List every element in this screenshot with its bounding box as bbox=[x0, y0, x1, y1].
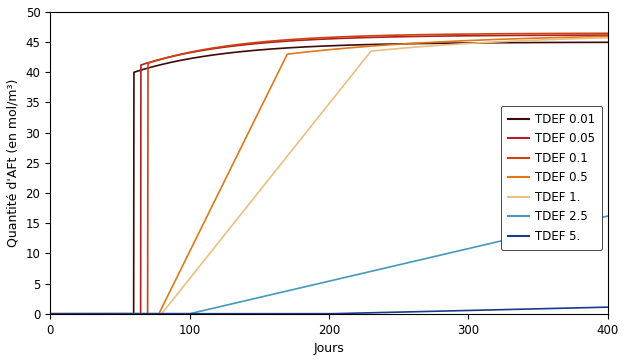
TDEF 2.5 bbox=[280, 290, 288, 294]
TDEF 0.01 bbox=[587, 40, 595, 45]
TDEF 5. bbox=[46, 312, 54, 316]
TDEF 0.1 bbox=[285, 38, 293, 42]
TDEF 2.5 bbox=[604, 214, 612, 218]
Line: TDEF 0.05: TDEF 0.05 bbox=[50, 35, 608, 314]
TDEF 0.05 bbox=[285, 39, 293, 43]
TDEF 0.5 bbox=[604, 34, 612, 39]
TDEF 5. bbox=[559, 306, 567, 310]
TDEF 0.01 bbox=[311, 44, 319, 49]
TDEF 5. bbox=[587, 306, 595, 310]
TDEF 2.5 bbox=[311, 282, 319, 287]
TDEF 2.5 bbox=[559, 224, 567, 229]
TDEF 0.05 bbox=[46, 312, 54, 316]
TDEF 5. bbox=[451, 308, 459, 313]
X-axis label: Jours: Jours bbox=[314, 342, 344, 355]
TDEF 1. bbox=[285, 152, 293, 156]
TDEF 0.05 bbox=[451, 34, 459, 38]
TDEF 0.05 bbox=[311, 37, 319, 42]
TDEF 5. bbox=[604, 305, 612, 309]
TDEF 0.5 bbox=[280, 58, 288, 62]
TDEF 0.1 bbox=[604, 31, 612, 35]
Line: TDEF 2.5: TDEF 2.5 bbox=[50, 216, 608, 314]
TDEF 0.05 bbox=[604, 33, 612, 37]
Line: TDEF 1.: TDEF 1. bbox=[50, 38, 608, 314]
TDEF 0.5 bbox=[559, 35, 567, 39]
TDEF 0.01 bbox=[604, 40, 612, 45]
TDEF 5. bbox=[285, 312, 293, 316]
TDEF 0.01 bbox=[559, 40, 567, 45]
TDEF 0.1 bbox=[280, 38, 288, 42]
TDEF 5. bbox=[280, 312, 288, 316]
TDEF 0.01 bbox=[285, 46, 293, 50]
TDEF 2.5 bbox=[46, 312, 54, 316]
TDEF 1. bbox=[280, 157, 288, 162]
Line: TDEF 0.5: TDEF 0.5 bbox=[50, 37, 608, 314]
TDEF 2.5 bbox=[285, 289, 293, 293]
TDEF 0.5 bbox=[451, 39, 459, 43]
TDEF 0.5 bbox=[285, 52, 293, 56]
TDEF 1. bbox=[587, 36, 595, 41]
TDEF 0.05 bbox=[280, 39, 288, 43]
TDEF 5. bbox=[311, 312, 319, 316]
Line: TDEF 0.1: TDEF 0.1 bbox=[50, 33, 608, 314]
TDEF 1. bbox=[559, 37, 567, 41]
TDEF 0.01 bbox=[46, 312, 54, 316]
TDEF 1. bbox=[311, 119, 319, 123]
TDEF 0.1 bbox=[46, 312, 54, 316]
TDEF 0.1 bbox=[587, 31, 595, 35]
TDEF 0.01 bbox=[451, 41, 459, 45]
TDEF 0.5 bbox=[46, 312, 54, 316]
TDEF 2.5 bbox=[451, 249, 459, 254]
Y-axis label: Quantité d'AFt (en mol/m³): Quantité d'AFt (en mol/m³) bbox=[7, 79, 20, 247]
TDEF 0.05 bbox=[587, 33, 595, 37]
TDEF 0.1 bbox=[451, 32, 459, 36]
TDEF 0.1 bbox=[559, 31, 567, 35]
TDEF 0.5 bbox=[311, 49, 319, 53]
TDEF 1. bbox=[46, 312, 54, 316]
Line: TDEF 0.01: TDEF 0.01 bbox=[50, 42, 608, 314]
TDEF 0.05 bbox=[559, 33, 567, 37]
TDEF 0.5 bbox=[587, 35, 595, 39]
TDEF 1. bbox=[451, 42, 459, 46]
TDEF 0.01 bbox=[280, 46, 288, 50]
TDEF 0.1 bbox=[311, 36, 319, 40]
TDEF 1. bbox=[604, 35, 612, 40]
Line: TDEF 5.: TDEF 5. bbox=[50, 307, 608, 314]
TDEF 2.5 bbox=[587, 218, 595, 222]
Legend: TDEF 0.01, TDEF 0.05, TDEF 0.1, TDEF 0.5, TDEF 1., TDEF 2.5, TDEF 5.: TDEF 0.01, TDEF 0.05, TDEF 0.1, TDEF 0.5… bbox=[501, 106, 602, 250]
